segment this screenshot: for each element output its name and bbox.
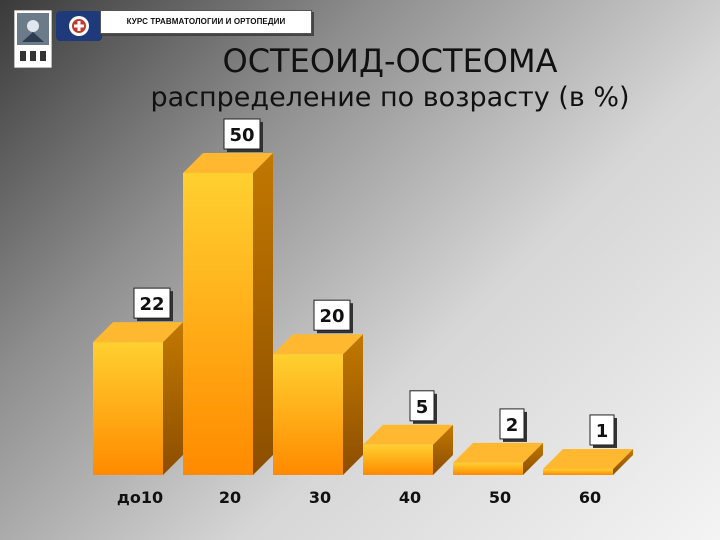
data-label-text: 20	[319, 306, 344, 327]
data-label-text: 2	[506, 415, 519, 436]
bar-2	[183, 153, 273, 475]
bar-top	[453, 442, 543, 463]
bar-side	[163, 322, 183, 475]
bar-4	[363, 424, 453, 475]
bar-front	[273, 354, 343, 475]
bar-front	[93, 342, 163, 475]
data-label-text: 5	[416, 397, 429, 418]
data-label-4: 5	[409, 390, 437, 424]
bar-front	[543, 468, 613, 475]
category-label-3: 30	[309, 488, 331, 507]
bar-side	[253, 153, 273, 475]
course-label: КУРС ТРАВМАТОЛОГИИ И ОРТОПЕДИИ	[100, 10, 312, 34]
category-label-6: 60	[579, 488, 601, 507]
category-label-1: до10	[117, 488, 163, 507]
bar-front	[453, 462, 523, 475]
slide-subtitle: распределение по возрасту (в %)	[150, 82, 630, 113]
data-labels-layer: 22 50 20 5 2 1	[133, 118, 617, 448]
bar-top	[183, 153, 273, 173]
data-label-5: 2	[499, 408, 527, 442]
category-label-5: 50	[489, 488, 511, 507]
bar-1	[93, 322, 183, 475]
category-label-4: 40	[399, 488, 421, 507]
data-label-1: 22	[133, 287, 173, 322]
bar-top	[273, 334, 363, 355]
bar-side	[613, 448, 633, 475]
bar-front	[363, 444, 433, 475]
data-label-2: 50	[223, 118, 263, 152]
bar-side	[523, 442, 543, 475]
bar-top	[93, 322, 183, 343]
category-label-2: 20	[219, 488, 241, 507]
data-label-text: 22	[139, 294, 164, 315]
data-label-text: 50	[229, 125, 254, 146]
bars-layer	[93, 153, 633, 475]
bar-front	[183, 173, 253, 475]
university-emblem-icon	[13, 9, 53, 69]
bar-side	[343, 334, 363, 475]
bar-5	[453, 442, 543, 475]
data-label-6: 1	[589, 414, 617, 448]
header: КУРС ТРАВМАТОЛОГИИ И ОРТОПЕДИИ	[13, 9, 314, 72]
bar-3	[273, 334, 363, 475]
bar-top	[543, 448, 633, 469]
bar-side	[433, 424, 453, 475]
data-label-3: 20	[313, 299, 353, 334]
bar-6	[543, 448, 633, 475]
category-labels-layer: до10 20 30 40 50 60	[117, 488, 601, 507]
data-label-text: 1	[596, 421, 609, 442]
medical-badge-icon	[56, 11, 102, 41]
bar-top	[363, 424, 453, 445]
slide-title: ОСТЕОИД-ОСТЕОМА	[222, 42, 558, 80]
